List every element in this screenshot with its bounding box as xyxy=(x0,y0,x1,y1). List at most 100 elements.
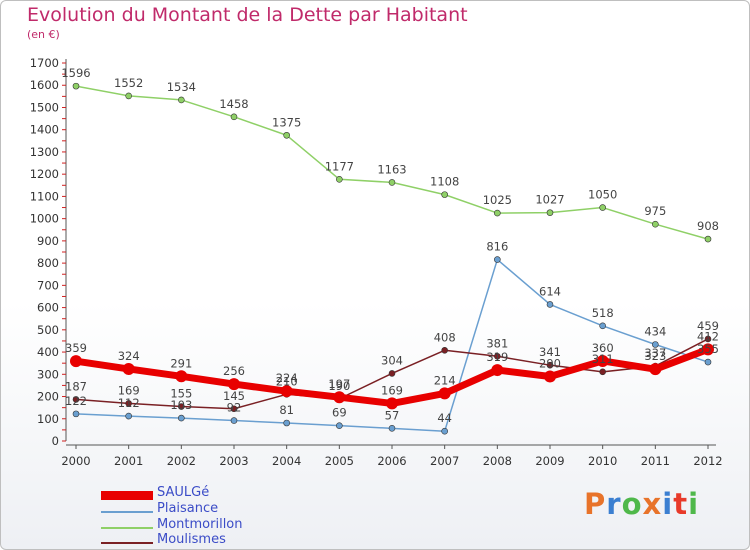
logo-letter: r xyxy=(606,487,622,521)
data-label: 1375 xyxy=(272,115,301,129)
y-tick-label: 800 xyxy=(37,256,59,270)
y-tick-label: 700 xyxy=(37,278,59,292)
data-label: 816 xyxy=(486,240,508,254)
data-point xyxy=(596,354,609,367)
x-tick-label: 2005 xyxy=(325,454,354,468)
data-label: 92 xyxy=(227,401,242,415)
data-label: 81 xyxy=(279,403,294,417)
data-label: 381 xyxy=(486,336,508,350)
chart-subtitle: (en €) xyxy=(27,28,60,41)
data-label: 337 xyxy=(644,346,666,360)
data-label: 210 xyxy=(276,374,298,388)
data-label: 69 xyxy=(332,406,347,420)
legend-swatch xyxy=(101,527,153,529)
data-point xyxy=(230,113,238,121)
legend-item-saulge[interactable]: SAULGé xyxy=(101,485,321,503)
data-point xyxy=(652,220,659,228)
data-label: 122 xyxy=(65,394,87,408)
legend-label: Montmorillon xyxy=(157,517,243,532)
y-tick-label: 1200 xyxy=(30,167,59,181)
data-label: 1050 xyxy=(588,188,617,202)
y-tick-label: 1000 xyxy=(30,212,59,226)
data-label: 190 xyxy=(328,379,350,393)
legend-swatch xyxy=(101,491,153,500)
data-label: 1458 xyxy=(219,97,248,111)
data-label: 434 xyxy=(644,324,666,338)
data-label: 518 xyxy=(592,306,614,320)
data-label: 459 xyxy=(697,319,719,333)
data-label: 304 xyxy=(381,353,403,367)
data-label: 103 xyxy=(170,398,192,412)
legend-label: Plaisance xyxy=(157,501,219,516)
data-point xyxy=(704,235,712,243)
y-tick-label: 1500 xyxy=(30,100,59,114)
data-point xyxy=(652,341,659,348)
data-label: 311 xyxy=(592,352,614,366)
data-label: 360 xyxy=(592,341,614,355)
data-label: 319 xyxy=(486,350,508,364)
data-label: 412 xyxy=(697,329,719,343)
x-tick-label: 2007 xyxy=(430,454,459,468)
data-point xyxy=(441,191,448,198)
y-tick-label: 1600 xyxy=(30,78,59,92)
data-point xyxy=(72,410,80,418)
data-point xyxy=(546,361,554,369)
data-label: 975 xyxy=(644,204,666,218)
y-tick-label: 200 xyxy=(37,390,59,404)
x-tick-label: 2000 xyxy=(61,454,90,468)
legend-swatch xyxy=(101,511,153,513)
data-point xyxy=(546,301,554,308)
data-point xyxy=(178,403,185,410)
legend-item-moulismes[interactable]: Moulismes xyxy=(101,532,321,549)
x-tick-label: 2002 xyxy=(167,454,196,468)
legend-item-montmorillon[interactable]: Montmorillon xyxy=(101,517,321,535)
proxiti-logo: Proxiti xyxy=(584,487,699,521)
data-label: 341 xyxy=(539,345,561,359)
y-tick-label: 0 xyxy=(52,434,59,448)
data-label: 1025 xyxy=(483,193,512,207)
data-point xyxy=(283,131,290,139)
legend-item-plaisance[interactable]: Plaisance xyxy=(101,501,321,519)
data-label: 214 xyxy=(434,373,456,387)
data-label: 187 xyxy=(65,379,87,393)
y-tick-label: 300 xyxy=(37,367,59,381)
data-label: 112 xyxy=(118,396,140,410)
data-label: 359 xyxy=(65,341,87,355)
data-label: 169 xyxy=(118,383,140,397)
y-tick-label: 1700 xyxy=(30,56,59,70)
data-point xyxy=(72,396,80,403)
data-label: 324 xyxy=(118,349,140,363)
data-label: 1108 xyxy=(430,175,459,189)
data-label: 169 xyxy=(381,383,403,397)
x-tick-label: 2008 xyxy=(483,454,512,468)
data-point xyxy=(70,355,82,368)
x-tick-label: 2009 xyxy=(535,454,564,468)
data-label: 197 xyxy=(328,377,350,391)
data-label: 1177 xyxy=(325,159,354,173)
data-point xyxy=(333,391,346,404)
data-point xyxy=(336,422,343,429)
x-tick-label: 2001 xyxy=(114,454,143,468)
data-point xyxy=(125,92,132,100)
data-label: 908 xyxy=(697,219,719,233)
data-point xyxy=(388,425,396,432)
data-label: 323 xyxy=(644,349,666,363)
data-label: 1534 xyxy=(167,80,196,94)
y-tick-label: 500 xyxy=(37,323,59,337)
data-point xyxy=(441,427,448,435)
chart-title: Evolution du Montant de la Dette par Hab… xyxy=(27,4,468,26)
legend-label: Moulismes xyxy=(157,532,226,547)
data-label: 1163 xyxy=(377,162,406,176)
legend-label: SAULGé xyxy=(157,485,210,500)
data-point xyxy=(494,256,501,263)
data-point xyxy=(72,82,80,90)
data-point xyxy=(386,397,398,410)
x-tick-label: 2003 xyxy=(219,454,248,468)
data-point xyxy=(441,346,448,354)
data-label: 224 xyxy=(276,371,298,385)
data-label: 291 xyxy=(170,356,192,370)
data-point xyxy=(438,387,451,400)
data-label: 614 xyxy=(539,284,561,298)
data-label: 44 xyxy=(437,411,452,425)
